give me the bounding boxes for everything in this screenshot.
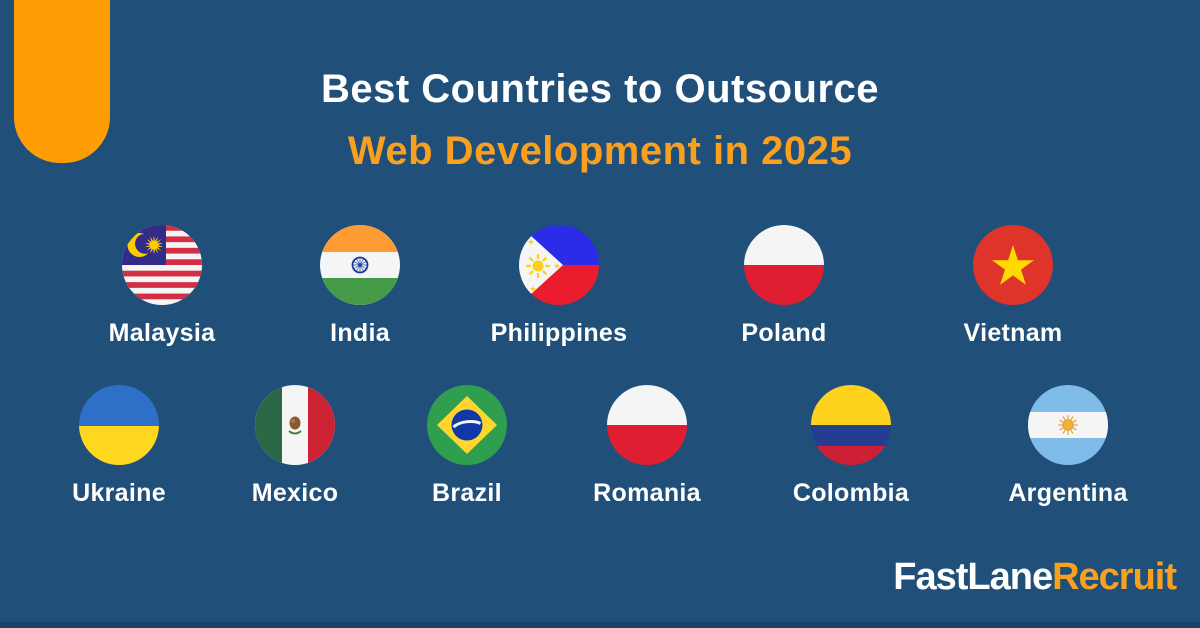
corner-accent-shape <box>14 0 110 163</box>
country-label: Poland <box>741 319 827 347</box>
fastlanerecruit-logo: FastLaneRecruit <box>893 556 1177 599</box>
colombia-flag-icon <box>811 385 891 465</box>
country-item-romania: Romania <box>562 385 732 508</box>
title-line-1: Best Countries to Outsource <box>320 67 879 111</box>
brazil-flag-icon <box>427 385 507 465</box>
country-label: Ukraine <box>72 479 166 507</box>
title-line-2: Web Development in 2025 <box>347 129 853 173</box>
country-item-ukraine: Ukraine <box>34 385 204 508</box>
country-label: Romania <box>593 479 701 507</box>
country-item-brazil: Brazil <box>382 385 552 508</box>
country-label: Vietnam <box>963 319 1063 347</box>
country-item-poland: Poland <box>699 225 869 348</box>
country-item-india: India <box>275 225 445 348</box>
country-label: Brazil <box>432 479 502 507</box>
country-label: Malaysia <box>108 319 216 347</box>
vietnam-flag-icon <box>973 225 1053 305</box>
country-item-mexico: Mexico <box>210 385 380 508</box>
country-item-philippines: Philippines <box>474 225 644 348</box>
country-item-colombia: Colombia <box>766 385 936 508</box>
country-label: Philippines <box>490 319 628 347</box>
bottom-edge-bar <box>0 622 1200 628</box>
country-label: India <box>330 319 390 347</box>
logo-text-recruit: Recruit <box>1052 556 1177 598</box>
country-item-argentina: Argentina <box>983 385 1153 508</box>
logo-text-fastlane: FastLane <box>893 556 1053 598</box>
country-label: Colombia <box>792 479 910 507</box>
romania-flag-icon <box>607 385 687 465</box>
philippines-flag-icon <box>519 225 599 305</box>
country-item-malaysia: Malaysia <box>77 225 247 348</box>
india-flag-icon <box>320 225 400 305</box>
poland-flag-icon <box>744 225 824 305</box>
country-item-vietnam: Vietnam <box>928 225 1098 348</box>
ukraine-flag-icon <box>79 385 159 465</box>
country-label: Argentina <box>1008 479 1128 507</box>
country-label: Mexico <box>251 479 339 507</box>
argentina-flag-icon <box>1028 385 1108 465</box>
mexico-flag-icon <box>255 385 335 465</box>
page-title: Best Countries to Outsource Web Developm… <box>0 58 1200 182</box>
malaysia-flag-icon <box>122 225 202 305</box>
